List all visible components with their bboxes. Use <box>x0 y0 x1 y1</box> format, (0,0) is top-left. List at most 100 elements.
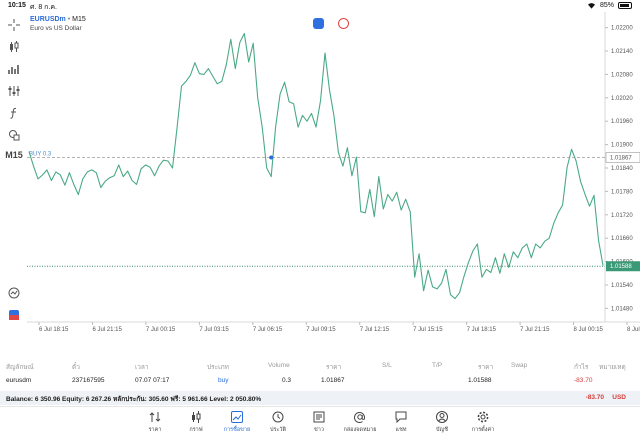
trade-levels-tool[interactable] <box>4 284 24 302</box>
x-tick-label: 7 Jul 12:15 <box>360 327 390 333</box>
price-chart[interactable]: EURUSDm • M15 Euro vs US Dollar 1.02200 1… <box>27 12 640 348</box>
row-volume: 0.3 <box>282 377 292 384</box>
tab-label: แชท <box>395 427 407 433</box>
positions-header: สัญลักษณ์ ตั๋ว เวลา ประเภท Volume ราคา S/L T/P ร… <box>0 362 640 374</box>
column-header: Swap <box>511 362 528 369</box>
table-row[interactable]: eurusdm 237167595 07.07 07:17 buy 0.3 1.… <box>0 377 640 389</box>
chat-icon <box>395 411 407 423</box>
settings-icon <box>477 411 489 423</box>
x-tick-label: 7 Jul 06:15 <box>253 327 283 333</box>
x-tick-label: 7 Jul 18:15 <box>467 327 497 333</box>
trade-panel-icon[interactable] <box>313 18 324 29</box>
row-symbol: eurusdm <box>6 377 32 384</box>
tab-label: ข่าว <box>314 427 324 433</box>
tab-history[interactable]: ประวัติ <box>258 411 298 441</box>
row-open-price: 1.01867 <box>321 377 345 384</box>
history-icon <box>272 411 284 423</box>
y-tick-label: 1.01780 <box>611 189 633 195</box>
tab-label: กราฟ <box>189 427 203 433</box>
position-label: BUY 0.3 <box>29 151 52 157</box>
row-current-price: 1.01588 <box>468 377 492 384</box>
y-tick-label: 1.01720 <box>611 213 633 219</box>
price-line <box>28 32 604 300</box>
tab-label: กล่องจดหมาย <box>343 427 377 433</box>
x-tick-label: 8 Jul 00:15 <box>574 327 604 333</box>
bid-price-label: 1.01588 <box>610 264 632 270</box>
clock: 10:15 <box>8 2 26 9</box>
status-right: 85% <box>587 2 632 9</box>
entry-point <box>269 155 274 160</box>
column-header: สัญลักษณ์ <box>6 364 34 371</box>
candles-icon <box>192 411 201 423</box>
row-time: 07.07 07:17 <box>135 377 170 384</box>
one-click-trading[interactable] <box>4 306 24 324</box>
account-icon <box>436 411 448 423</box>
symbol-name: EURUSDm <box>30 16 66 23</box>
quick-trade-icon <box>9 310 19 320</box>
balance-bar: Balance: 6 350.96 Equity: 6 267.26 หลักป… <box>0 391 640 405</box>
chart-timeframe: M15 <box>72 16 86 23</box>
row-ticket: 237167595 <box>72 377 105 384</box>
column-header: ราคา <box>478 364 494 371</box>
y-tick-label: 1.01540 <box>611 283 633 289</box>
y-tick-label: 1.02080 <box>611 72 633 78</box>
x-tick-label: 7 Jul 03:15 <box>199 327 229 333</box>
indicators-tool[interactable] <box>4 60 24 78</box>
y-tick-label: 1.01660 <box>611 236 633 242</box>
tab-bar: ราคา กราฟ การซื้อขาย ประวัติ ข่าว กล่องจ… <box>0 406 640 447</box>
tab-label: การซื้อขาย <box>223 427 251 433</box>
column-header: T/P <box>432 362 443 369</box>
tab-label: ราคา <box>148 427 162 433</box>
settings-tool[interactable] <box>4 82 24 100</box>
title-separator: • <box>67 16 71 23</box>
chart-type-tool[interactable] <box>4 38 24 56</box>
indicators-icon <box>8 65 19 74</box>
tab-trade[interactable]: การซื้อขาย <box>217 411 257 441</box>
function-icon <box>10 107 17 119</box>
tab-settings[interactable]: การตั้งค่า <box>463 411 503 441</box>
x-tick-label: 7 Jul 21:15 <box>520 327 550 333</box>
column-header: กำไร <box>574 364 589 371</box>
news-icon <box>313 411 325 423</box>
column-header: ประเภท <box>207 364 229 371</box>
objects-tool[interactable] <box>4 126 24 144</box>
y-tick-label: 1.01960 <box>611 119 633 125</box>
crosshair-tool[interactable] <box>4 16 24 34</box>
trade-icon <box>231 411 243 423</box>
column-header: หมายเหตุ <box>599 364 626 371</box>
indicator-toggle-icon[interactable] <box>338 18 349 29</box>
row-type: buy <box>218 377 229 384</box>
crosshair-icon <box>8 19 20 31</box>
tab-label: บัญชี <box>436 427 448 433</box>
column-header: ตั๋ว <box>72 364 80 371</box>
x-tick-label: 6 Jul 18:15 <box>39 327 69 333</box>
chart-canvas: 1.02200 1.02140 1.02080 1.02020 1.01960 1.019… <box>27 12 640 333</box>
shapes-icon <box>9 130 20 141</box>
chart-toolbar: M15 <box>0 12 27 330</box>
tab-news[interactable]: ข่าว <box>299 411 339 441</box>
x-tick-label: 6 Jul 21:15 <box>92 327 122 333</box>
y-tick-label: 1.02020 <box>611 96 633 102</box>
y-tick-label: 1.01840 <box>611 166 633 172</box>
column-header: S/L <box>382 362 392 369</box>
tab-quotes[interactable]: ราคา <box>135 411 175 441</box>
date: ศ. 8 ก.ค. <box>30 4 57 11</box>
tab-account[interactable]: บัญชี <box>422 411 462 441</box>
y-tick-label: 1.02140 <box>611 49 633 55</box>
tab-chart[interactable]: กราฟ <box>176 411 216 441</box>
x-tick-label: 7 Jul 09:15 <box>306 327 336 333</box>
timeframe-selector[interactable]: M15 <box>5 150 23 160</box>
y-tick-label: 1.01480 <box>611 306 633 312</box>
tab-chat[interactable]: แชท <box>381 411 421 441</box>
functions-tool[interactable] <box>4 104 24 122</box>
column-header: เวลา <box>135 364 149 371</box>
wifi-icon <box>587 3 595 9</box>
x-tick-label: 7 Jul 15:15 <box>413 327 443 333</box>
tab-mailbox[interactable]: กล่องจดหมาย <box>340 411 380 441</box>
column-header: ราคา <box>326 364 342 371</box>
x-tick-label: 8 Jul 03:15 <box>627 327 640 333</box>
position-price-label: 1.01867 <box>610 155 632 161</box>
y-tick-label: 1.01900 <box>611 143 633 149</box>
balance-summary: Balance: 6 350.96 Equity: 6 267.26 หลักป… <box>6 396 262 403</box>
tab-label: การตั้งค่า <box>471 427 495 433</box>
